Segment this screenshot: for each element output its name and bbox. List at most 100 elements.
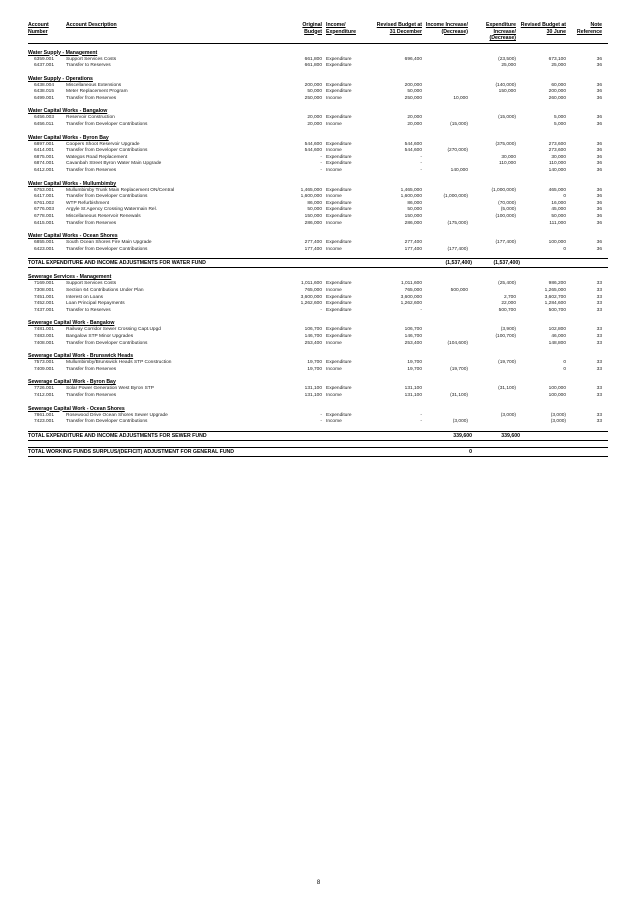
original-budget-cell: 286,000: [304, 220, 322, 226]
account-number-cell: 7437.001: [34, 307, 55, 313]
account-number-cell: 6776.003: [34, 207, 55, 213]
note-reference-cell: 36: [596, 89, 602, 95]
account-number-cell: 6874.001: [34, 161, 55, 167]
income-change-cell: [422, 240, 468, 247]
note-reference-cell: 33: [596, 366, 602, 372]
original-budget-cell: 131,100: [304, 386, 322, 392]
revised-budget-june-cell: 1,284,600: [544, 301, 566, 307]
revised-budget-june-cell: 100,000: [548, 386, 566, 392]
note-reference-cell: 33: [596, 392, 602, 398]
expenditure-change-cell: [468, 96, 516, 103]
original-budget-cell: 50,000: [307, 207, 322, 213]
income-change-cell: [422, 214, 468, 221]
income-expenditure-cell: Income: [326, 220, 342, 226]
original-budget-cell: 50,000: [307, 89, 322, 95]
revised-budget-june-cell: 50,000: [551, 214, 566, 219]
expenditure-change-cell: (100,000): [495, 214, 516, 219]
table-row: 7726.001 Solar Power Generation West Byro…: [28, 386, 608, 393]
original-budget-cell: 200,000: [304, 82, 322, 88]
expenditure-change-cell: (5,000): [500, 207, 516, 213]
account-number-cell: 7861.001: [34, 412, 55, 418]
account-description-cell: Support Services Costs: [66, 281, 117, 287]
table-row: 6415.001 Transfer from Reserves 286,000 Inc…: [28, 221, 608, 228]
note-reference-cell: 36: [596, 220, 602, 226]
section-title: Sewerage Capital Work - Ocean Shores: [28, 405, 125, 412]
revised-budget-june-cell: 500,700: [548, 307, 566, 313]
sewer-total-expenditure: 339,600: [501, 432, 520, 439]
note-reference-cell: 36: [596, 122, 602, 128]
income-expenditure-cell: Expenditure: [326, 412, 352, 418]
income-change-cell: (104,600): [447, 340, 468, 346]
note-reference-cell: 36: [596, 207, 602, 213]
table-row: 6417.001 Transfer from Developer Contribu…: [28, 194, 608, 201]
section-title: Sewerage Capital Work - Bangalow: [28, 320, 115, 327]
revised-budget-cell: 106,700: [404, 327, 422, 333]
account-number-cell: 6753.001: [34, 187, 55, 193]
income-change-cell: [422, 295, 468, 302]
note-reference-cell: 33: [596, 281, 602, 287]
original-budget-cell: -: [320, 161, 322, 167]
account-number-cell: 6437.001: [34, 63, 55, 69]
income-change-cell: [422, 201, 468, 208]
account-number-cell: 6417.001: [34, 194, 55, 200]
original-budget-cell: 765,000: [304, 287, 322, 293]
account-number-cell: 7169.001: [34, 281, 55, 287]
budget-section: Sewerage Services - Management 7169.001 Su…: [28, 274, 608, 314]
revised-budget-june-cell: 200,000: [548, 89, 566, 95]
account-number-cell: 6414.001: [34, 148, 55, 154]
original-budget-cell: 544,600: [304, 141, 322, 147]
income-expenditure-cell: Expenditure: [326, 294, 352, 300]
revised-budget-cell: 1,011,600: [401, 281, 422, 287]
income-change-cell: 140,000: [450, 168, 468, 174]
original-budget-cell: 253,400: [304, 340, 322, 346]
account-number-cell: 7483.001: [34, 333, 55, 339]
revised-budget-cell: 696,400: [404, 56, 422, 62]
grand-total-label: TOTAL WORKING FUNDS SURPLUS/(DEFICIT) AD…: [28, 448, 235, 455]
section-title: Water Capital Works - Byron Bay: [28, 134, 109, 141]
income-change-cell: (31,100): [450, 392, 468, 398]
income-expenditure-cell: Expenditure: [326, 207, 352, 213]
expenditure-change-cell: (70,000): [498, 200, 516, 206]
revised-budget-cell: 253,400: [404, 340, 422, 346]
account-number-cell: 6499.001: [34, 95, 55, 101]
revised-budget-cell: 86,000: [407, 200, 422, 206]
revised-budget-june-cell: 30,000: [551, 154, 566, 160]
table-row: 7308.001 Section 64 Contributions Under P…: [28, 288, 608, 295]
revised-budget-june-cell: 102,800: [548, 327, 566, 333]
account-description-cell: Argyle St Agency Crossing Watermain Rel.: [66, 207, 157, 213]
income-change-cell: [422, 281, 468, 288]
note-reference-cell: 33: [596, 301, 602, 307]
account-description-cell: Rosewood Drive Ocean Shores Sewer Upgrad…: [66, 412, 168, 418]
income-change-cell: [422, 327, 468, 334]
header-account-description: Account Description: [66, 22, 117, 28]
table-row: 6359.001 Support Services Costs 661,800 Exp…: [28, 57, 608, 64]
table-row: 7408.001 Transfer from Developer Contribu…: [28, 341, 608, 348]
income-expenditure-cell: Expenditure: [326, 56, 352, 62]
revised-budget-cell: 50,000: [407, 89, 422, 95]
income-expenditure-cell: Income: [326, 95, 342, 101]
income-change-cell: [422, 360, 468, 367]
revised-budget-june-cell: 465,000: [548, 187, 566, 193]
note-reference-cell: 33: [596, 419, 602, 425]
expenditure-change-cell: [468, 168, 516, 175]
income-expenditure-cell: Income: [326, 366, 342, 372]
account-number-cell: 7726.001: [34, 386, 55, 392]
expenditure-change-cell: (375,000): [495, 141, 516, 147]
expenditure-change-cell: 22,000: [501, 301, 516, 307]
revised-budget-cell: 3,600,000: [400, 294, 422, 300]
account-description-cell: Transfer from Developer Contributions: [66, 194, 148, 200]
revised-budget-cell: -: [420, 307, 422, 313]
table-row: 6874.001 Cavanbah Street Byron Water Main…: [28, 161, 608, 168]
income-expenditure-cell: Expenditure: [326, 301, 352, 307]
revised-budget-cell: 150,000: [404, 214, 422, 219]
income-expenditure-cell: Expenditure: [326, 214, 352, 219]
income-expenditure-cell: Expenditure: [326, 281, 352, 287]
table-row: 7481.001 Railway Corridor Sewer Crossing …: [28, 327, 608, 334]
revised-budget-june-cell: 3,602,700: [544, 294, 566, 300]
income-expenditure-cell: Income: [326, 392, 342, 398]
header-note-reference: Note Reference: [576, 22, 602, 35]
income-change-cell: (177,400): [447, 246, 468, 252]
note-reference-cell: 36: [596, 63, 602, 69]
expenditure-change-cell: (3,000): [500, 412, 516, 418]
revised-budget-cell: 19,700: [407, 366, 422, 372]
